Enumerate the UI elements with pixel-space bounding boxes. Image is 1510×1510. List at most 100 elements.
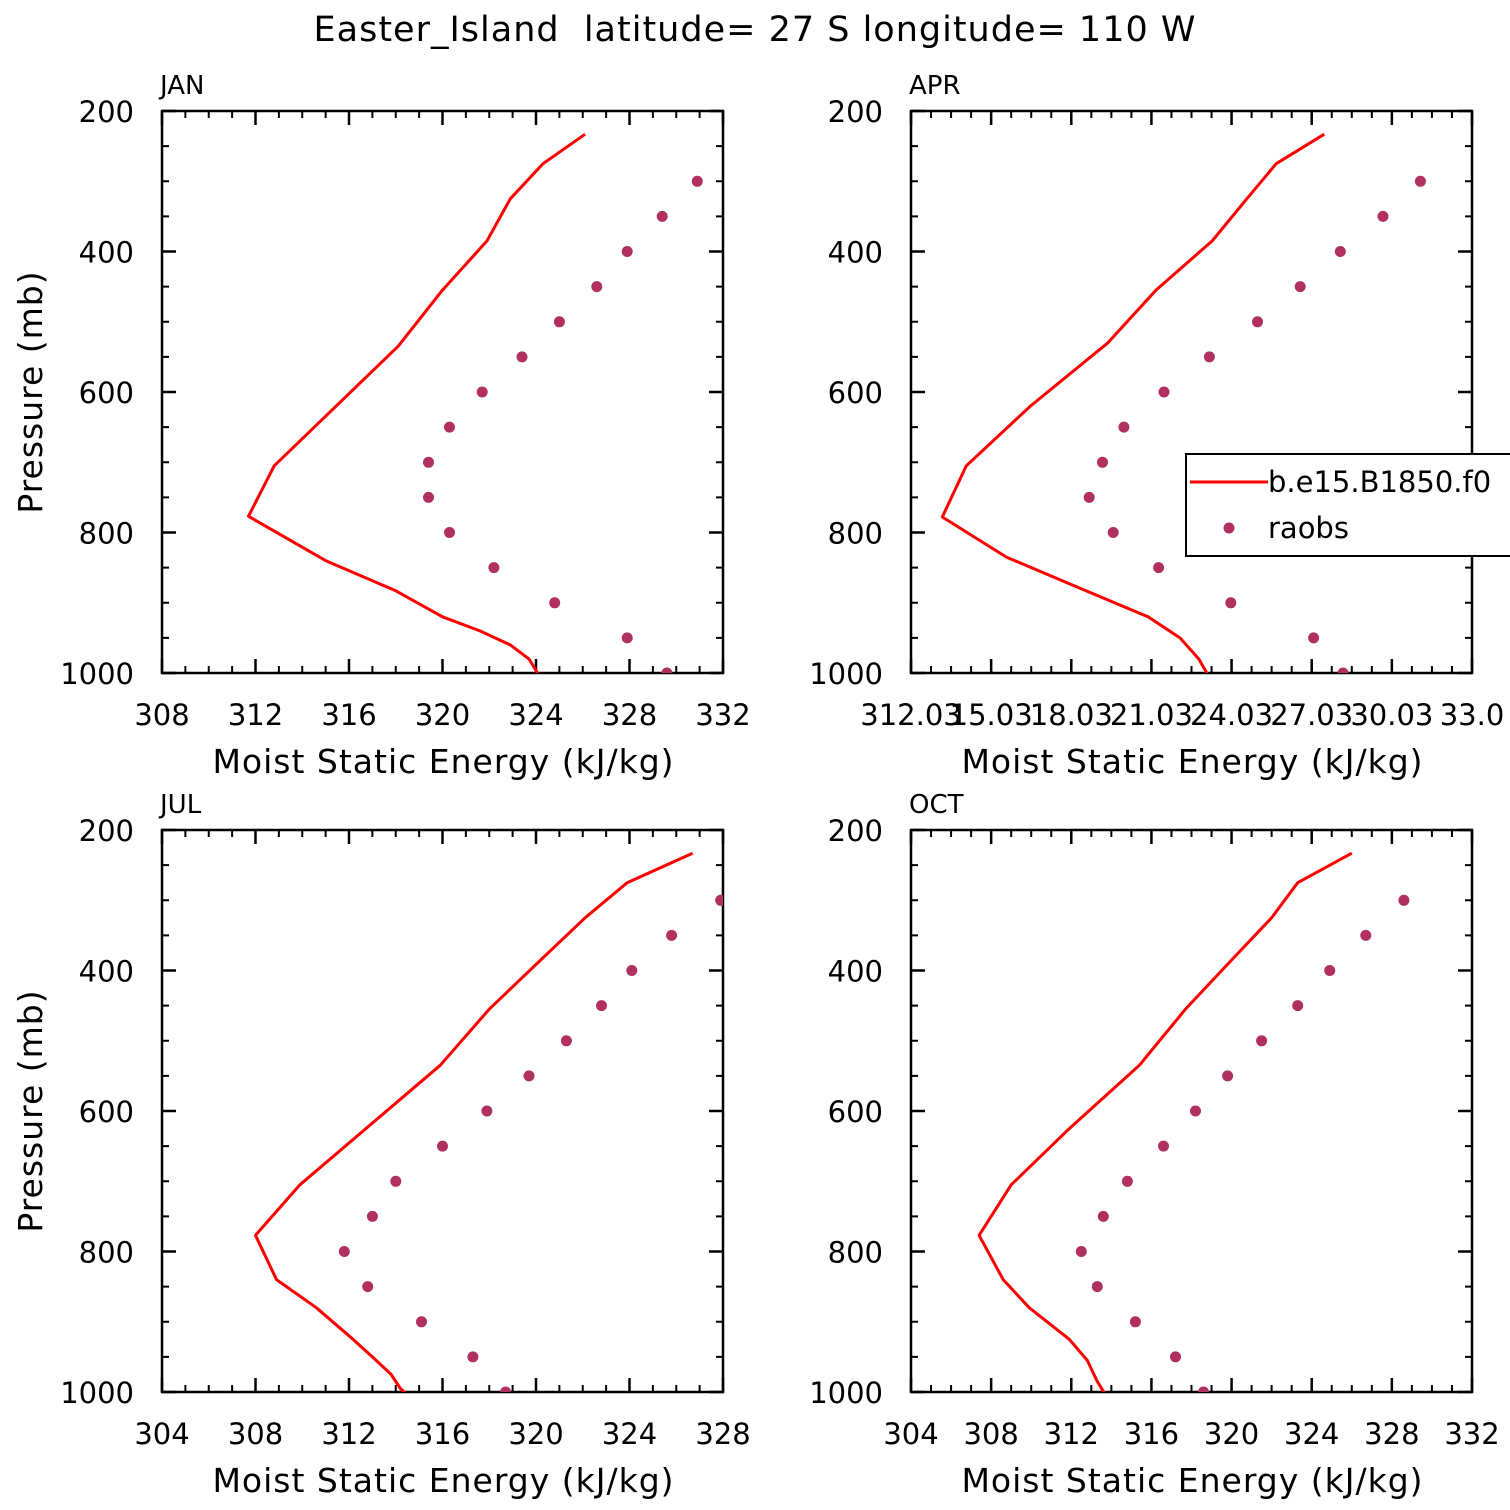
raobs-point [1377,210,1389,222]
x-tick-label: 304 [883,1417,938,1451]
raobs-point [1107,527,1119,538]
raobs-point [390,1175,402,1187]
model-series-line [940,132,1326,673]
x-tick-label: 324 [602,1417,657,1451]
y-tick-label: 400 [79,236,134,270]
raobs-point [1334,246,1346,257]
raobs-point [1129,1316,1141,1328]
plot-frame [909,109,1474,675]
raobs-point [656,210,668,222]
plot-data [977,851,1410,1392]
y-tick-label: 200 [828,95,883,129]
raobs-point [1292,1000,1304,1012]
raobs-point [467,1351,479,1363]
x-tick-label: 24.03 [1190,698,1273,732]
model-series-line [247,132,586,673]
x-tick-label: 316 [1124,1417,1179,1451]
figure-title: Easter_Island latitude= 27 S longitude= … [313,10,1197,50]
raobs-point [1158,1140,1169,1152]
panel-jul: JUL 304 308 312 316 320 324 328 200 400 600 800 1000… [11,790,751,1500]
raobs-point [1083,491,1095,503]
raobs-point [666,929,678,941]
raobs-point [1198,1386,1209,1392]
x-tick-label: 312 [1044,1417,1099,1451]
model-series-line [254,851,694,1392]
y-axis-label: Pressure (mb) [11,989,50,1232]
raobs-point [523,1070,535,1082]
x-axis-label: Moist Static Energy (kJ/kg) [961,742,1423,781]
plot-frame [160,828,725,1394]
panel-label: APR [909,71,961,101]
y-tick-label: 600 [79,376,134,410]
raobs-point [481,1105,493,1117]
raobs-point [661,667,673,673]
y-tick-label: 800 [828,517,883,551]
legend-entry-raobs: raobs [1268,511,1349,545]
raobs-point [437,1140,448,1152]
x-tick-label: 328 [695,1417,750,1451]
y-tick-label: 200 [79,95,134,129]
raobs-point [621,246,633,257]
raobs-point [626,965,638,976]
x-tick-label: 332 [1444,1417,1499,1451]
y-tick-label: 1000 [60,1376,134,1410]
x-tick-label: 308 [228,1417,283,1451]
raobs-point [1075,1246,1087,1257]
plot-data [254,851,723,1392]
raobs-point [1360,929,1372,941]
raobs-point [1256,1035,1268,1047]
raobs-point [1294,281,1306,293]
x-tick-label: 308 [963,1417,1018,1451]
x-tick-label: 27.03 [1270,698,1353,732]
model-series-line [977,851,1353,1392]
legend-box [1185,453,1510,557]
raobs-point [1225,597,1237,609]
legend: b.e15.B1850.f0 raobs [1185,453,1510,557]
x-axis-label: Moist Static Energy (kJ/kg) [212,1461,674,1500]
x-tick-label: 324 [1284,1417,1339,1451]
x-tick-label: 312 [321,1417,376,1451]
y-tick-label: 800 [79,517,134,551]
y-tick-label: 400 [79,955,134,989]
x-tick-label: 328 [602,698,657,732]
y-tick-label: 200 [79,814,134,848]
raobs-point [1308,632,1320,644]
raobs-point [1398,894,1410,906]
raobs-point [621,632,633,644]
x-tick-label: 18.03 [1030,698,1113,732]
raobs-point [1337,667,1349,673]
raobs-point [476,386,488,398]
x-tick-label: 320 [415,698,470,732]
panel-label: OCT [909,790,964,820]
x-axis-label: Moist Static Energy (kJ/kg) [961,1461,1423,1500]
raobs-point [500,1386,512,1392]
raobs-point [488,562,500,574]
raobs-point [591,281,603,293]
raobs-point [1324,965,1336,976]
raobs-point [1414,175,1426,187]
y-tick-label: 600 [828,1095,883,1129]
raobs-point [596,1000,607,1012]
x-tick-label: 33.0 [1440,698,1505,732]
raobs-point [1097,456,1108,468]
legend-entry-model: b.e15.B1850.f0 [1268,465,1491,499]
x-tick-label: 320 [508,1417,563,1451]
raobs-point [362,1281,374,1293]
y-tick-label: 800 [828,1236,883,1270]
panel-jan: JAN 308 312 316 320 324 328 332 200 400 600 800 1000… [11,71,751,781]
x-tick-label: 312.03 [860,698,961,732]
raobs-point [1121,1175,1133,1187]
raobs-point [1203,351,1215,363]
raobs-point [1118,421,1130,433]
raobs-point [715,894,723,906]
raobs-point [1170,1351,1181,1363]
raobs-point [423,456,434,468]
panel-oct: OCT 304 308 312 316 320 324 328 332 200 400 600 800 1… [809,790,1499,1500]
raobs-point [338,1246,350,1257]
plot-data [940,132,1426,673]
x-tick-label: 316 [321,698,376,732]
raobs-point [553,316,565,328]
raobs-point [1097,1210,1109,1222]
